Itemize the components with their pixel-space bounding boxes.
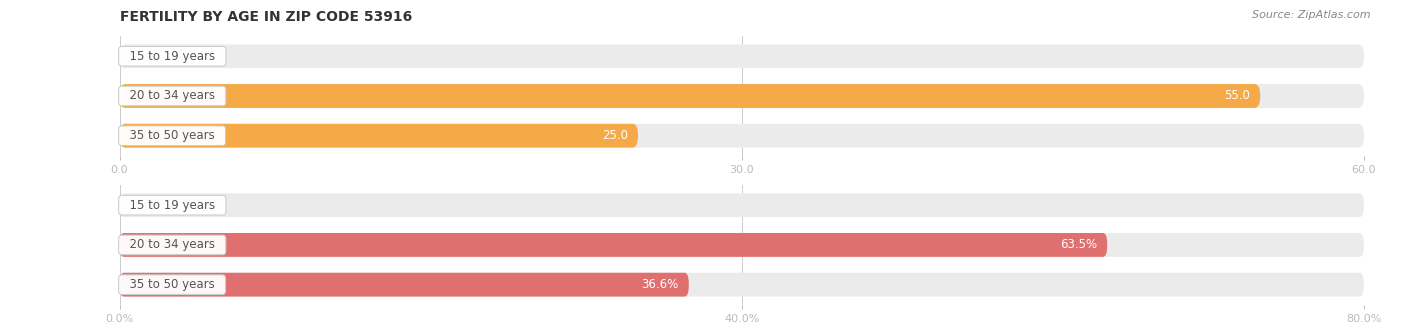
FancyBboxPatch shape	[120, 124, 1364, 148]
Text: 0.0: 0.0	[135, 50, 153, 63]
Text: 36.6%: 36.6%	[641, 278, 679, 291]
FancyBboxPatch shape	[120, 233, 1107, 257]
FancyBboxPatch shape	[120, 84, 1364, 108]
Text: 63.5%: 63.5%	[1060, 238, 1097, 252]
Text: 20 to 34 years: 20 to 34 years	[122, 238, 222, 252]
FancyBboxPatch shape	[120, 84, 1260, 108]
Text: 15 to 19 years: 15 to 19 years	[122, 50, 222, 63]
Text: 15 to 19 years: 15 to 19 years	[122, 199, 222, 212]
Text: 35 to 50 years: 35 to 50 years	[122, 278, 222, 291]
Text: 25.0: 25.0	[602, 129, 628, 142]
FancyBboxPatch shape	[120, 273, 689, 297]
Text: Source: ZipAtlas.com: Source: ZipAtlas.com	[1253, 10, 1371, 20]
FancyBboxPatch shape	[120, 233, 1364, 257]
FancyBboxPatch shape	[120, 273, 1364, 297]
Text: 35 to 50 years: 35 to 50 years	[122, 129, 222, 142]
Text: 55.0: 55.0	[1225, 89, 1250, 103]
FancyBboxPatch shape	[120, 44, 1364, 68]
FancyBboxPatch shape	[120, 124, 638, 148]
Text: 0.0%: 0.0%	[135, 199, 165, 212]
FancyBboxPatch shape	[120, 193, 1364, 217]
Text: FERTILITY BY AGE IN ZIP CODE 53916: FERTILITY BY AGE IN ZIP CODE 53916	[120, 10, 412, 24]
Text: 20 to 34 years: 20 to 34 years	[122, 89, 222, 103]
